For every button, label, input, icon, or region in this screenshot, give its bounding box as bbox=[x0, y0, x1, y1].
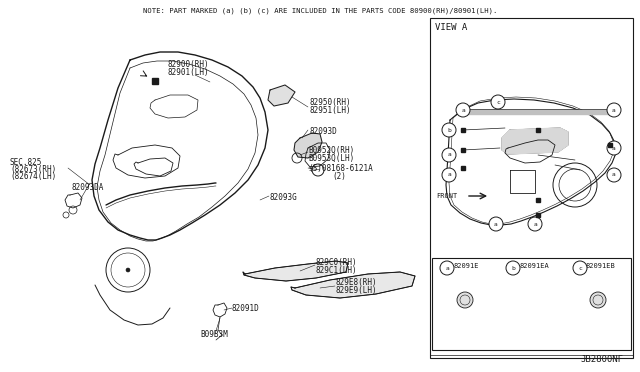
Text: B0952Q(RH): B0952Q(RH) bbox=[308, 146, 355, 155]
Text: 82091E: 82091E bbox=[453, 263, 479, 269]
Text: a: a bbox=[445, 266, 449, 270]
Text: 82093G: 82093G bbox=[270, 193, 298, 202]
Polygon shape bbox=[528, 336, 534, 346]
Polygon shape bbox=[536, 128, 540, 132]
Text: 82091EB: 82091EB bbox=[586, 263, 616, 269]
Polygon shape bbox=[268, 85, 295, 106]
Polygon shape bbox=[590, 320, 606, 336]
Polygon shape bbox=[243, 261, 348, 281]
Text: (82673(RH): (82673(RH) bbox=[10, 165, 56, 174]
Text: c: c bbox=[578, 266, 582, 270]
Text: a: a bbox=[533, 221, 537, 227]
Text: NOTE: PART MARKED (a) (b) (c) ARE INCLUDED IN THE PARTS CODE 80900(RH)/80901(LH): NOTE: PART MARKED (a) (b) (c) ARE INCLUD… bbox=[143, 8, 497, 15]
Circle shape bbox=[457, 292, 473, 308]
Text: 82901(LH): 82901(LH) bbox=[168, 68, 210, 77]
Bar bbox=[430, 18, 633, 358]
Text: VIEW A: VIEW A bbox=[435, 23, 467, 32]
Circle shape bbox=[442, 168, 456, 182]
Polygon shape bbox=[461, 148, 465, 152]
Circle shape bbox=[506, 261, 520, 275]
Circle shape bbox=[491, 95, 505, 109]
Circle shape bbox=[456, 103, 470, 117]
Polygon shape bbox=[502, 128, 568, 154]
Text: a: a bbox=[447, 173, 451, 177]
Text: 82091D: 82091D bbox=[232, 304, 260, 313]
Circle shape bbox=[126, 268, 130, 272]
Polygon shape bbox=[462, 336, 468, 346]
Text: (2): (2) bbox=[332, 172, 346, 181]
Circle shape bbox=[442, 148, 456, 162]
Text: 82900(RH): 82900(RH) bbox=[168, 60, 210, 69]
Text: JB2800NF: JB2800NF bbox=[580, 355, 623, 364]
Text: a: a bbox=[612, 173, 616, 177]
Polygon shape bbox=[595, 336, 601, 346]
Polygon shape bbox=[461, 128, 465, 132]
Circle shape bbox=[590, 292, 606, 308]
Text: 829C1(LH): 829C1(LH) bbox=[315, 266, 356, 275]
Text: 82091EA: 82091EA bbox=[519, 263, 548, 269]
Text: 82951(LH): 82951(LH) bbox=[310, 106, 351, 115]
Text: 82093DA: 82093DA bbox=[72, 183, 104, 192]
Polygon shape bbox=[463, 110, 613, 114]
Circle shape bbox=[440, 261, 454, 275]
Polygon shape bbox=[457, 320, 473, 336]
Text: a: a bbox=[494, 221, 498, 227]
Text: a: a bbox=[461, 108, 465, 112]
Text: (82674(LH): (82674(LH) bbox=[10, 172, 56, 181]
Circle shape bbox=[442, 123, 456, 137]
Text: 829C0(RH): 829C0(RH) bbox=[315, 258, 356, 267]
Text: b: b bbox=[511, 266, 515, 270]
Text: 82093D: 82093D bbox=[310, 127, 338, 136]
Polygon shape bbox=[536, 198, 540, 202]
Text: S: S bbox=[309, 166, 313, 172]
Circle shape bbox=[489, 217, 503, 231]
Circle shape bbox=[607, 141, 621, 155]
Polygon shape bbox=[608, 143, 612, 147]
Text: a: a bbox=[447, 153, 451, 157]
Text: B0953Q(LH): B0953Q(LH) bbox=[308, 154, 355, 163]
Text: SEC.825: SEC.825 bbox=[10, 158, 42, 167]
Circle shape bbox=[573, 261, 587, 275]
Bar bbox=[432, 258, 631, 350]
Text: a: a bbox=[612, 108, 616, 112]
Circle shape bbox=[607, 103, 621, 117]
Text: 829E8(RH): 829E8(RH) bbox=[335, 278, 376, 287]
Polygon shape bbox=[524, 323, 538, 336]
Text: b: b bbox=[447, 128, 451, 132]
Text: B09B3M: B09B3M bbox=[200, 330, 228, 339]
Polygon shape bbox=[536, 213, 540, 217]
Text: (S)08168-6121A: (S)08168-6121A bbox=[308, 164, 372, 173]
Polygon shape bbox=[461, 166, 465, 170]
Polygon shape bbox=[294, 133, 322, 158]
Text: a: a bbox=[612, 145, 616, 151]
Text: 829E9(LH): 829E9(LH) bbox=[335, 286, 376, 295]
Circle shape bbox=[607, 168, 621, 182]
Text: 82950(RH): 82950(RH) bbox=[310, 98, 351, 107]
Circle shape bbox=[528, 217, 542, 231]
Text: FRONT: FRONT bbox=[436, 193, 457, 199]
Text: c: c bbox=[496, 99, 500, 105]
Polygon shape bbox=[291, 272, 415, 298]
Polygon shape bbox=[152, 78, 158, 84]
